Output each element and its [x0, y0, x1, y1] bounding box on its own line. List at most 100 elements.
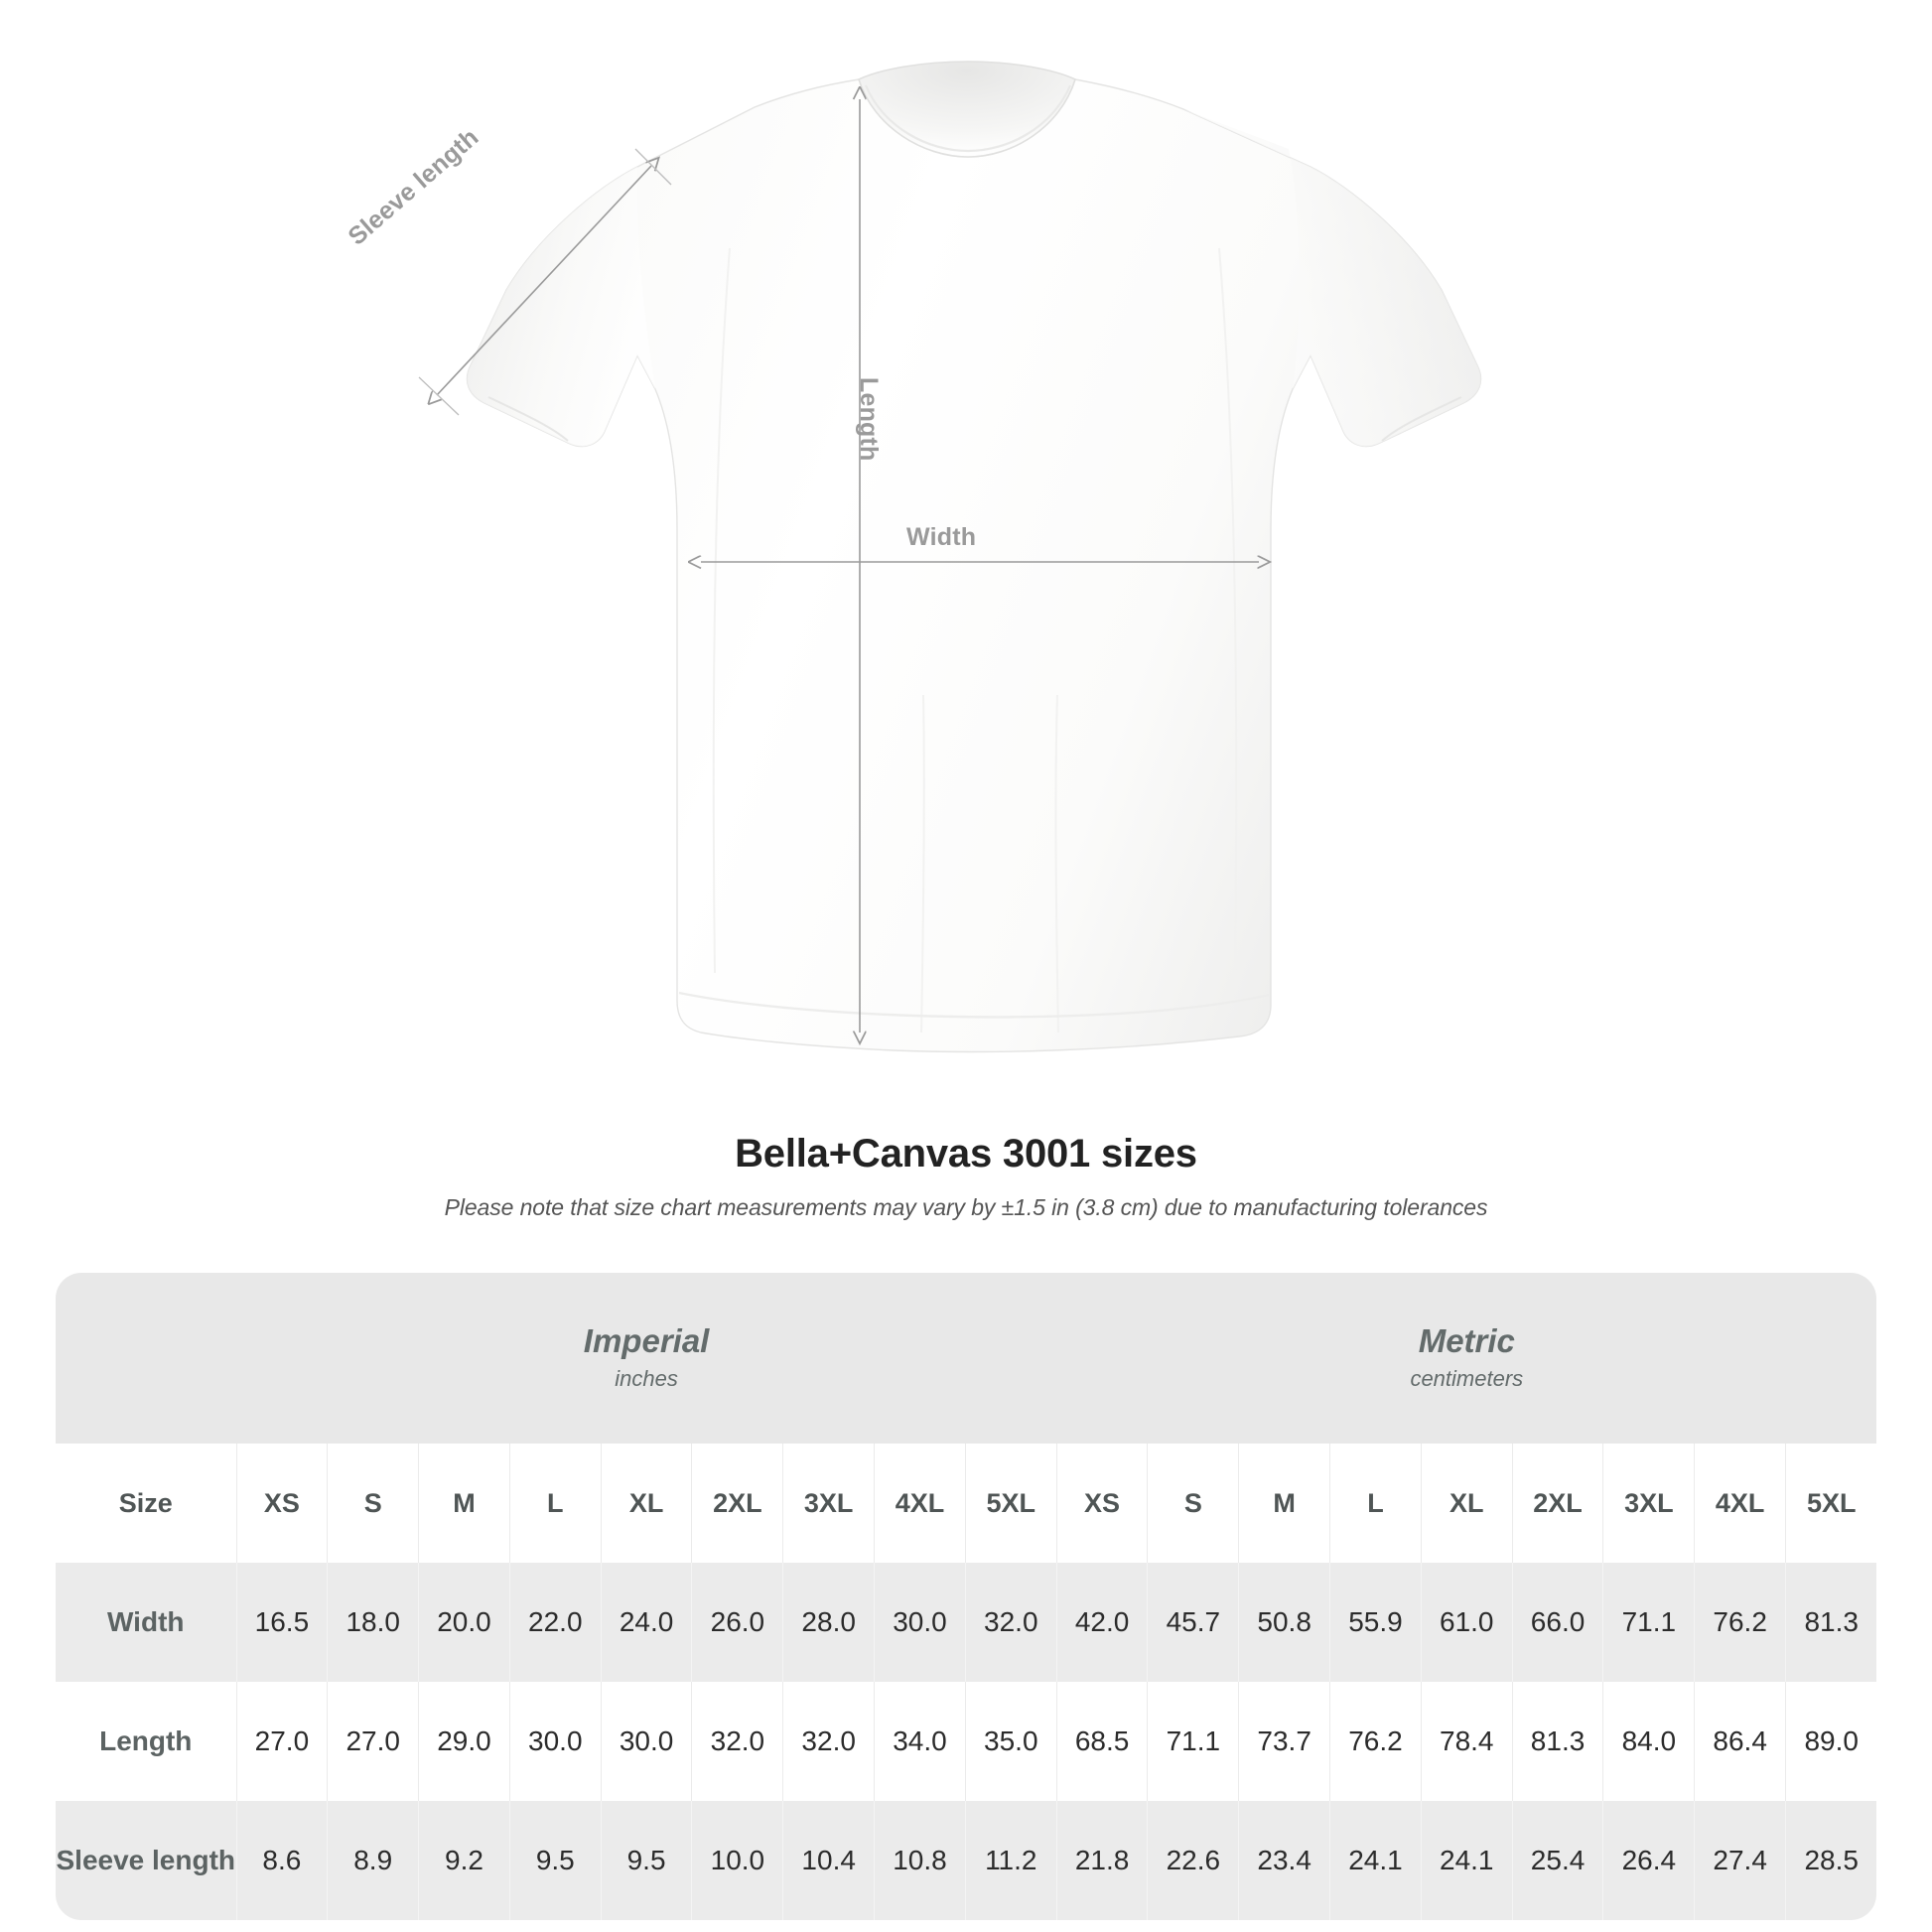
size-col-12: L — [1329, 1444, 1422, 1563]
tshirt-graphic — [418, 61, 1482, 1053]
cell-sleeve-17: 28.5 — [1785, 1801, 1877, 1920]
cell-width-5: 26.0 — [691, 1563, 783, 1682]
cell-width-2: 20.0 — [418, 1563, 510, 1682]
sleeve-tick-lower — [418, 376, 460, 416]
cell-length-8: 35.0 — [964, 1682, 1057, 1801]
cell-length-6: 32.0 — [782, 1682, 875, 1801]
collar-seam — [864, 84, 1072, 153]
cell-length-14: 81.3 — [1511, 1682, 1603, 1801]
size-header-row: Size XS S M L XL 2XL 3XL 4XL 5XL XS S M … — [56, 1444, 1877, 1563]
cell-length-9: 68.5 — [1055, 1682, 1148, 1801]
cell-width-6: 28.0 — [782, 1563, 875, 1682]
unit-group-metric-name: Metric — [1418, 1321, 1515, 1359]
row-header-width: Width — [56, 1563, 236, 1682]
size-col-8: 5XL — [964, 1444, 1057, 1563]
table-row: Sleeve length 8.6 8.9 9.2 9.5 9.5 10.0 1… — [56, 1801, 1877, 1920]
cell-length-1: 27.0 — [327, 1682, 419, 1801]
cell-length-10: 71.1 — [1147, 1682, 1239, 1801]
fabric-folds — [712, 247, 1238, 1034]
sleeve-tick-upper — [634, 148, 672, 186]
cell-sleeve-16: 27.4 — [1694, 1801, 1786, 1920]
size-col-6: 3XL — [782, 1444, 875, 1563]
unit-group-metric-sub: centimeters — [1410, 1366, 1524, 1392]
size-col-3: L — [508, 1444, 602, 1563]
row-header-length: Length — [56, 1682, 236, 1801]
cell-width-15: 71.1 — [1602, 1563, 1695, 1682]
page-title: Bella+Canvas 3001 sizes — [735, 1132, 1197, 1175]
size-col-9: XS — [1055, 1444, 1148, 1563]
cell-sleeve-9: 21.8 — [1055, 1801, 1148, 1920]
cell-length-15: 84.0 — [1602, 1682, 1695, 1801]
size-table-wrapper: Imperial inches Metric centimeters Size … — [56, 1273, 1877, 1920]
cell-sleeve-6: 10.4 — [782, 1801, 875, 1920]
table-row: Length 27.0 27.0 29.0 30.0 30.0 32.0 32.… — [56, 1682, 1877, 1801]
row-header-size: Size — [56, 1444, 236, 1563]
cell-width-9: 42.0 — [1055, 1563, 1148, 1682]
cell-sleeve-0: 8.6 — [235, 1801, 328, 1920]
cell-width-0: 16.5 — [235, 1563, 328, 1682]
cell-width-17: 81.3 — [1785, 1563, 1877, 1682]
table-row: Width 16.5 18.0 20.0 22.0 24.0 26.0 28.0… — [56, 1563, 1877, 1682]
size-col-16: 4XL — [1694, 1444, 1786, 1563]
cell-width-4: 24.0 — [600, 1563, 692, 1682]
cell-width-12: 55.9 — [1329, 1563, 1422, 1682]
size-col-10: S — [1147, 1444, 1239, 1563]
cell-sleeve-10: 22.6 — [1147, 1801, 1239, 1920]
size-col-17: 5XL — [1785, 1444, 1877, 1563]
size-col-7: 4XL — [874, 1444, 966, 1563]
size-col-0: XS — [235, 1444, 328, 1563]
cell-length-2: 29.0 — [418, 1682, 510, 1801]
cell-length-12: 76.2 — [1329, 1682, 1422, 1801]
cell-sleeve-5: 10.0 — [691, 1801, 783, 1920]
sleeve-length-arrow — [437, 166, 651, 395]
unit-group-imperial-name: Imperial — [583, 1321, 710, 1359]
cell-length-17: 89.0 — [1785, 1682, 1877, 1801]
cell-sleeve-4: 9.5 — [600, 1801, 692, 1920]
cell-sleeve-14: 25.4 — [1511, 1801, 1603, 1920]
cell-width-16: 76.2 — [1694, 1563, 1786, 1682]
cell-length-13: 78.4 — [1420, 1682, 1513, 1801]
bottom-hem — [678, 991, 1270, 1019]
size-col-1: S — [327, 1444, 419, 1563]
size-col-13: XL — [1420, 1444, 1513, 1563]
cell-length-16: 86.4 — [1694, 1682, 1786, 1801]
cell-length-3: 30.0 — [508, 1682, 602, 1801]
size-col-2: M — [418, 1444, 510, 1563]
size-col-14: 2XL — [1511, 1444, 1603, 1563]
right-sleeve-hem — [1381, 396, 1462, 442]
cell-sleeve-8: 11.2 — [964, 1801, 1057, 1920]
size-col-11: M — [1238, 1444, 1330, 1563]
tshirt-illustration: Sleeve length Length Width — [343, 61, 1482, 1053]
cell-length-11: 73.7 — [1238, 1682, 1330, 1801]
chart-heading: Bella+Canvas 3001 sizes Please note that… — [0, 1132, 1932, 1221]
cell-width-3: 22.0 — [508, 1563, 602, 1682]
unit-group-spacer — [56, 1273, 236, 1444]
size-table: Imperial inches Metric centimeters Size … — [56, 1273, 1877, 1920]
unit-group-imperial: Imperial inches — [236, 1273, 1057, 1444]
cell-sleeve-13: 24.1 — [1420, 1801, 1513, 1920]
cell-sleeve-1: 8.9 — [327, 1801, 419, 1920]
unit-group-imperial-sub: inches — [615, 1366, 678, 1392]
tolerance-note: Please note that size chart measurements… — [444, 1194, 1488, 1220]
collar — [858, 61, 1076, 158]
cell-length-5: 32.0 — [691, 1682, 783, 1801]
cell-sleeve-7: 10.8 — [874, 1801, 966, 1920]
cell-sleeve-2: 9.2 — [418, 1801, 510, 1920]
cell-width-14: 66.0 — [1511, 1563, 1603, 1682]
right-sleeve — [1183, 109, 1481, 447]
cell-length-7: 34.0 — [874, 1682, 966, 1801]
left-sleeve — [467, 167, 655, 447]
cell-length-0: 27.0 — [235, 1682, 328, 1801]
cell-length-4: 30.0 — [600, 1682, 692, 1801]
cell-sleeve-15: 26.4 — [1602, 1801, 1695, 1920]
cell-width-1: 18.0 — [327, 1563, 419, 1682]
unit-group-row: Imperial inches Metric centimeters — [56, 1273, 1877, 1444]
cell-width-10: 45.7 — [1147, 1563, 1239, 1682]
unit-group-metric: Metric centimeters — [1056, 1273, 1877, 1444]
length-annotation: Length — [855, 377, 883, 462]
size-col-15: 3XL — [1602, 1444, 1695, 1563]
cell-sleeve-3: 9.5 — [508, 1801, 602, 1920]
size-col-4: XL — [600, 1444, 692, 1563]
cell-width-7: 30.0 — [874, 1563, 966, 1682]
